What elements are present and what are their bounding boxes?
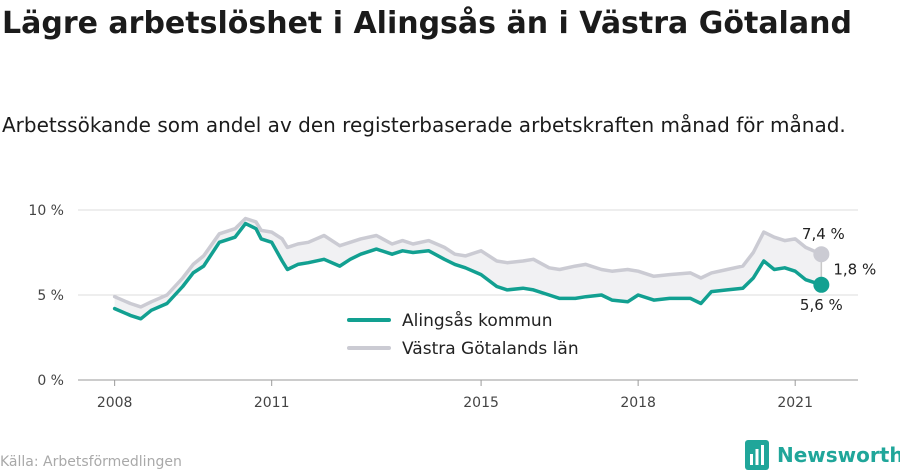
legend-label: Västra Götalands län [402,339,579,359]
chart-title: Lägre arbetslöshet i Alingsås än i Västr… [2,6,852,41]
brand-logo-group: Newsworthy [745,438,900,472]
series-line-alingsas [112,221,824,321]
source-note: Källa: Arbetsförmedlingen [0,454,182,470]
x-tick-label: 2011 [254,395,290,411]
x-tick-label: 2018 [620,395,656,411]
end-label-alingsas: 5,6 % [800,296,843,314]
difference-label: 1,8 % [833,261,876,279]
y-tick-label: 5 % [37,288,64,304]
brand-name: Newsworthy [777,443,900,467]
legend-label: Alingsås kommun [402,310,553,331]
end-label-vastra-gotaland: 7,4 % [802,225,845,243]
end-point-alingsas [813,276,830,293]
series-line-vastra-gotaland [112,216,824,309]
chart-subtitle: Arbetssökande som andel av den registerb… [2,113,846,137]
x-tick-label: 2021 [777,395,813,411]
x-tick-label: 2015 [463,395,499,411]
newsworthy-logo-icon [745,440,769,470]
y-tick-label: 10 % [28,203,64,219]
x-tick-label: 2008 [97,395,133,411]
end-point-vastra-gotaland [813,246,830,263]
line-chart: 0 % 5 % 10 % 2008 2011 2015 2018 2021 7,4 % 5,6 %… [28,203,876,411]
y-tick-label: 0 % [37,373,64,389]
